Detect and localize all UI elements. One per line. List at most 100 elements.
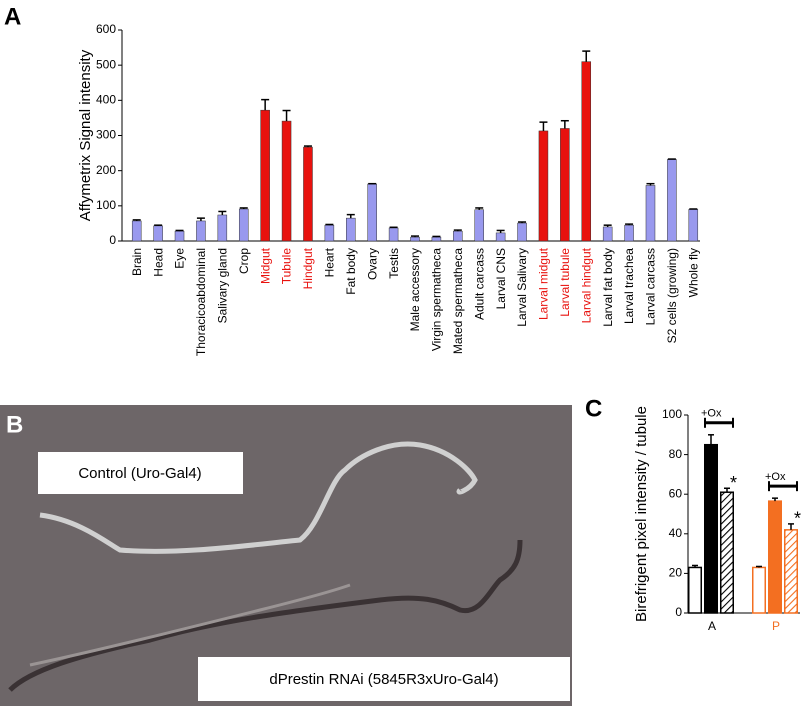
x-tick-label: Adult carcass	[472, 248, 486, 320]
tubule	[29, 583, 351, 667]
bar	[495, 232, 506, 242]
error-bar	[261, 98, 270, 111]
x-tick-label: Eye	[173, 248, 187, 269]
bar	[538, 130, 549, 242]
tubule	[8, 539, 523, 692]
error-bar	[196, 217, 205, 221]
bar	[752, 566, 766, 614]
x-tick-label: Virgin spermatheca	[430, 248, 444, 351]
error-bar	[539, 121, 548, 131]
error-bar	[646, 182, 655, 186]
bar	[131, 220, 142, 242]
x-tick-label: Larval carcass	[644, 248, 658, 325]
bar	[560, 128, 570, 242]
error-bar	[346, 213, 355, 219]
bar	[410, 236, 420, 242]
x-tick-label: Brain	[130, 248, 144, 276]
error-bar	[756, 565, 762, 568]
bar	[667, 159, 677, 242]
y-tick-label: 400	[96, 93, 116, 107]
bar	[624, 224, 634, 242]
y-tick-label: 80	[669, 447, 683, 461]
y-tick-label: 20	[669, 566, 683, 580]
error-bar	[325, 223, 334, 226]
bar	[324, 224, 335, 242]
error-bar	[772, 497, 778, 502]
x-tick-label: Mated spermatheca	[451, 248, 465, 354]
y-tick-label: 300	[96, 128, 116, 142]
y-tick-label: 600	[96, 22, 116, 36]
x-tick-label: Ovary	[365, 248, 379, 280]
x-tick-label: Whole fly	[686, 248, 700, 297]
bar	[453, 230, 463, 242]
error-bar	[432, 235, 441, 238]
error-bar	[603, 224, 612, 227]
annotation: +Ox	[701, 408, 722, 420]
bar	[281, 120, 292, 242]
x-tick-label: P	[772, 619, 780, 633]
x-tick-label: Larval tubule	[558, 248, 572, 317]
y-tick-label: 40	[669, 526, 683, 540]
x-tick-label: S2 cells (growing)	[665, 248, 679, 343]
bar	[260, 109, 270, 242]
x-tick-label: Head	[151, 248, 165, 277]
bar	[346, 217, 356, 242]
caption: Control (Uro-Gal4)	[78, 465, 201, 482]
error-bar	[625, 223, 634, 226]
y-tick-label: 100	[662, 407, 682, 421]
error-bar	[154, 224, 163, 226]
error-bar	[389, 226, 398, 229]
y-axis-label: Affymetrix Signal intensity	[77, 49, 94, 221]
bar	[153, 225, 163, 242]
bar	[784, 529, 798, 614]
y-tick-label: 0	[675, 605, 682, 619]
panel-label: A	[4, 3, 21, 30]
y-tick-label: 200	[96, 163, 116, 177]
error-bar	[475, 207, 484, 210]
error-bar	[132, 219, 141, 221]
bar	[602, 226, 613, 242]
x-tick-label: Heart	[323, 247, 337, 277]
error-bar	[496, 229, 505, 233]
image-panel: B Control (Uro-Gal4) dPrestin RNAi (5845…	[0, 405, 572, 706]
y-tick-label: 500	[96, 57, 116, 71]
bar	[431, 236, 442, 242]
x-tick-label: Larval hindgut	[579, 247, 593, 323]
bar	[768, 500, 782, 614]
error-bar	[282, 109, 291, 122]
caption-box	[198, 657, 570, 701]
x-tick-label: Thoracicoabdominal	[194, 248, 208, 356]
error-bar	[560, 119, 569, 129]
bar	[367, 183, 377, 242]
error-bar	[724, 487, 730, 493]
significance-marker: *	[794, 509, 801, 529]
bar	[581, 61, 592, 242]
bar	[238, 208, 249, 242]
error-bar	[518, 221, 527, 224]
error-bar	[218, 210, 227, 215]
y-tick-label: 0	[109, 233, 116, 247]
bar	[217, 214, 228, 242]
annotation: +Ox	[765, 471, 786, 483]
x-tick-label: Larval trachea	[622, 248, 636, 324]
error-bar	[582, 50, 591, 62]
x-tick-label: Salivary gland	[216, 248, 230, 323]
bar	[704, 443, 718, 614]
x-tick-label: A	[708, 619, 716, 633]
bar	[196, 220, 206, 242]
bar	[645, 185, 656, 242]
tubule	[39, 441, 478, 554]
x-tick-label: Crop	[237, 248, 251, 274]
error-bar	[692, 564, 698, 568]
error-bar	[175, 229, 184, 232]
bar	[474, 209, 484, 242]
x-tick-label: Larval Salivary	[515, 248, 529, 327]
x-tick-label: Larval CNS	[494, 248, 508, 309]
x-tick-label: Larval midgut	[537, 247, 551, 320]
x-tick-label: Midgut	[258, 247, 272, 284]
bar	[174, 230, 185, 242]
error-bar	[303, 145, 312, 148]
x-tick-label: Testis	[387, 248, 401, 279]
caption: dPrestin RNAi (5845R3xUro-Gal4)	[269, 671, 498, 688]
